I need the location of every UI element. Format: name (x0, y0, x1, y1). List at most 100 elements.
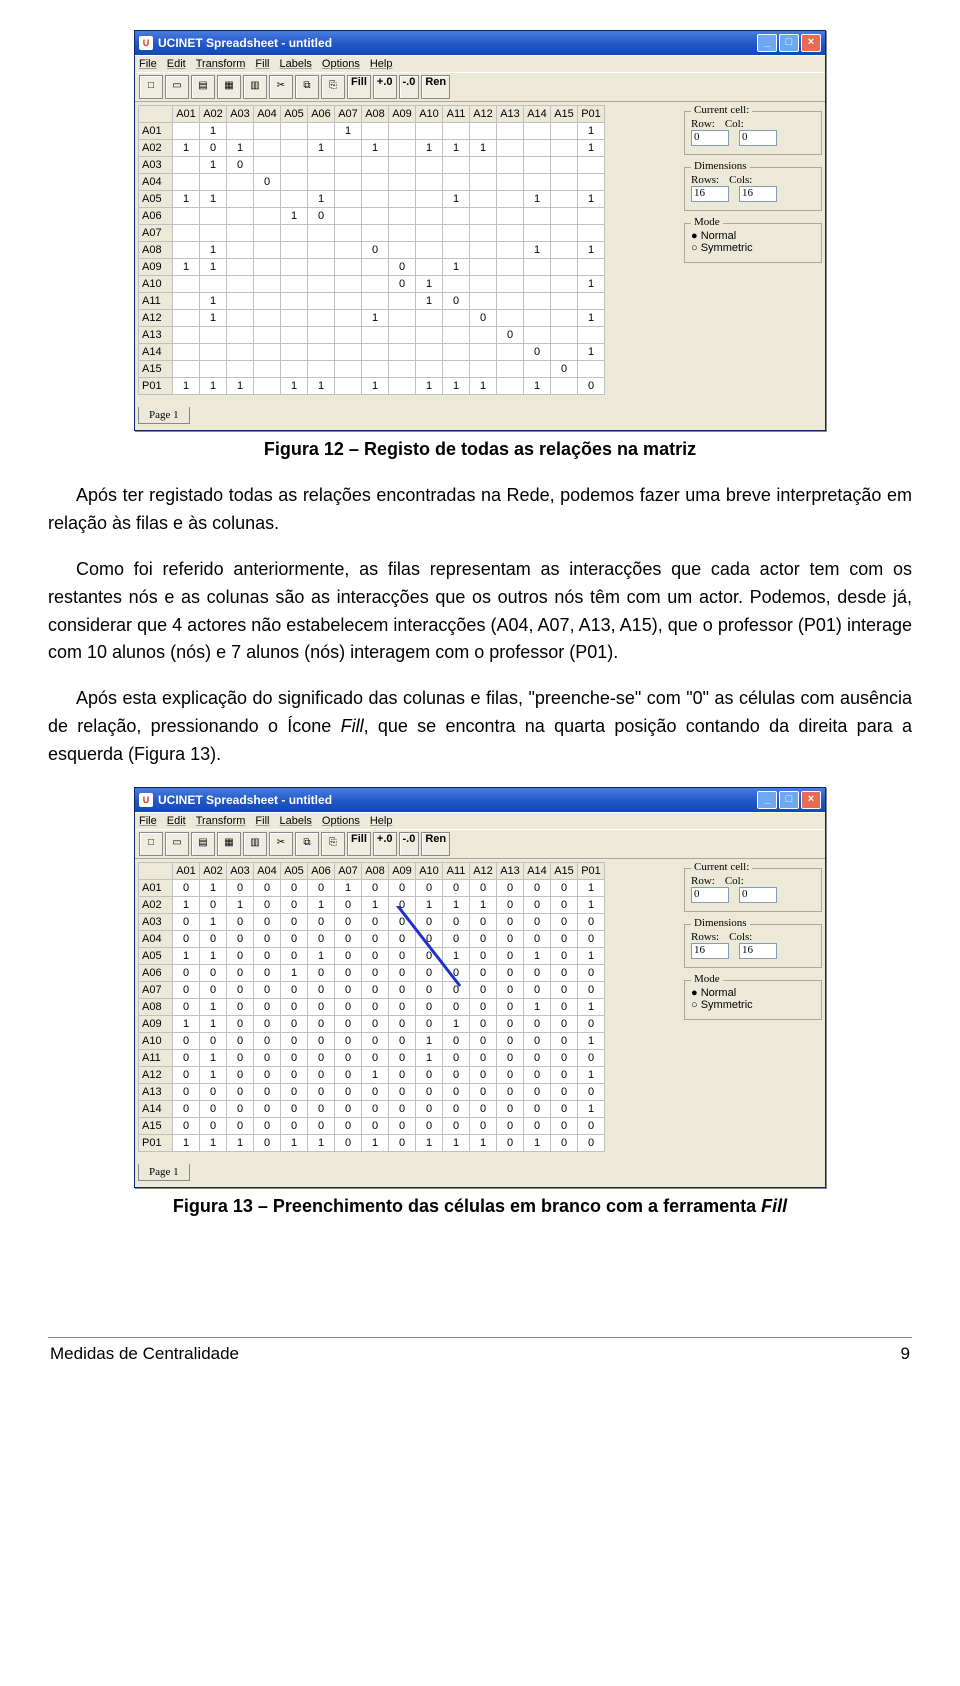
cell[interactable] (497, 378, 524, 395)
cell[interactable]: 0 (227, 1101, 254, 1118)
toolbar-fill[interactable]: Fill (347, 75, 371, 99)
cell[interactable] (389, 378, 416, 395)
cell[interactable]: 0 (470, 948, 497, 965)
cell[interactable] (281, 361, 308, 378)
toolbar-icon[interactable]: ▭ (165, 75, 189, 99)
cell[interactable]: 0 (389, 1067, 416, 1084)
cell[interactable]: 1 (227, 378, 254, 395)
cell[interactable] (173, 242, 200, 259)
cell[interactable]: 1 (173, 1135, 200, 1152)
cell[interactable]: 0 (443, 999, 470, 1016)
cell[interactable] (551, 140, 578, 157)
mode-normal-radio[interactable]: Normal (691, 987, 815, 999)
cell[interactable] (308, 327, 335, 344)
cell[interactable]: 0 (362, 880, 389, 897)
cell[interactable]: 0 (578, 965, 605, 982)
cell[interactable] (335, 208, 362, 225)
cell[interactable] (524, 157, 551, 174)
cell[interactable]: 0 (227, 880, 254, 897)
cell[interactable] (416, 361, 443, 378)
cell[interactable]: 0 (551, 1084, 578, 1101)
cell[interactable]: 0 (524, 1101, 551, 1118)
cell[interactable] (551, 191, 578, 208)
cell[interactable]: 1 (524, 378, 551, 395)
cell[interactable] (254, 276, 281, 293)
cell[interactable] (335, 293, 362, 310)
close-button[interactable]: × (801, 34, 821, 52)
cell[interactable]: 0 (335, 931, 362, 948)
cell[interactable] (335, 310, 362, 327)
cell[interactable]: 0 (497, 982, 524, 999)
mode-symmetric-radio[interactable]: Symmetric (691, 242, 815, 254)
cell[interactable]: 1 (578, 1033, 605, 1050)
cell[interactable] (173, 344, 200, 361)
cell[interactable] (524, 208, 551, 225)
cell[interactable]: 0 (416, 948, 443, 965)
cell[interactable] (470, 123, 497, 140)
spreadsheet-grid[interactable]: A01A02A03A04A05A06A07A08A09A10A11A12A13A… (138, 862, 605, 1152)
menu-transform[interactable]: Transform (196, 815, 246, 827)
cell[interactable]: 0 (389, 999, 416, 1016)
cell[interactable]: 0 (551, 965, 578, 982)
toolbar-icon[interactable]: ▤ (191, 75, 215, 99)
cell[interactable]: 1 (578, 310, 605, 327)
cell[interactable] (362, 208, 389, 225)
cell[interactable]: 0 (578, 914, 605, 931)
cell[interactable]: 0 (416, 999, 443, 1016)
cell[interactable]: 0 (362, 948, 389, 965)
cell[interactable]: 0 (524, 1084, 551, 1101)
cell[interactable]: 0 (227, 1016, 254, 1033)
cell[interactable]: 1 (578, 191, 605, 208)
cell[interactable] (497, 123, 524, 140)
cell[interactable]: 0 (524, 1118, 551, 1135)
cell[interactable]: 0 (227, 965, 254, 982)
mode-normal-radio[interactable]: Normal (691, 230, 815, 242)
cell[interactable]: 1 (281, 965, 308, 982)
cell[interactable]: 0 (308, 931, 335, 948)
cell[interactable]: 0 (254, 1067, 281, 1084)
toolbar-icon[interactable]: ▥ (243, 75, 267, 99)
cell[interactable] (254, 157, 281, 174)
cell[interactable] (524, 140, 551, 157)
cell[interactable]: 0 (308, 208, 335, 225)
cell[interactable]: 1 (578, 123, 605, 140)
cell[interactable]: 1 (173, 1016, 200, 1033)
cell[interactable]: 0 (173, 1033, 200, 1050)
cell[interactable] (497, 191, 524, 208)
cell[interactable]: 0 (443, 982, 470, 999)
cell[interactable] (254, 208, 281, 225)
cell[interactable]: 0 (227, 914, 254, 931)
cell[interactable]: 0 (497, 931, 524, 948)
cell[interactable]: 0 (362, 1101, 389, 1118)
cell[interactable]: 0 (335, 948, 362, 965)
toolbar-ren[interactable]: Ren (421, 832, 450, 856)
cell[interactable]: 0 (578, 1084, 605, 1101)
cell[interactable] (227, 174, 254, 191)
cell[interactable]: 0 (281, 897, 308, 914)
cell[interactable]: 0 (173, 982, 200, 999)
cell[interactable] (173, 327, 200, 344)
cell[interactable]: 0 (254, 999, 281, 1016)
cell[interactable]: 1 (200, 123, 227, 140)
cell[interactable]: 0 (389, 914, 416, 931)
menu-options[interactable]: Options (322, 58, 360, 70)
cell[interactable] (173, 293, 200, 310)
cell[interactable] (470, 327, 497, 344)
cell[interactable] (416, 310, 443, 327)
cell[interactable]: 0 (254, 1101, 281, 1118)
cell[interactable]: 0 (335, 982, 362, 999)
cell[interactable]: 0 (335, 914, 362, 931)
cell[interactable]: 0 (416, 1101, 443, 1118)
cell[interactable]: 0 (308, 914, 335, 931)
cell[interactable]: 0 (443, 1050, 470, 1067)
cell[interactable]: 0 (416, 880, 443, 897)
cell[interactable] (470, 361, 497, 378)
cell[interactable]: 1 (578, 897, 605, 914)
toolbar-0[interactable]: +.0 (373, 75, 397, 99)
cell[interactable]: 0 (443, 880, 470, 897)
cell[interactable] (227, 208, 254, 225)
toolbar-0[interactable]: -.0 (399, 75, 420, 99)
cell[interactable]: 0 (578, 1118, 605, 1135)
cell[interactable]: 0 (173, 1050, 200, 1067)
cell[interactable]: 1 (200, 259, 227, 276)
